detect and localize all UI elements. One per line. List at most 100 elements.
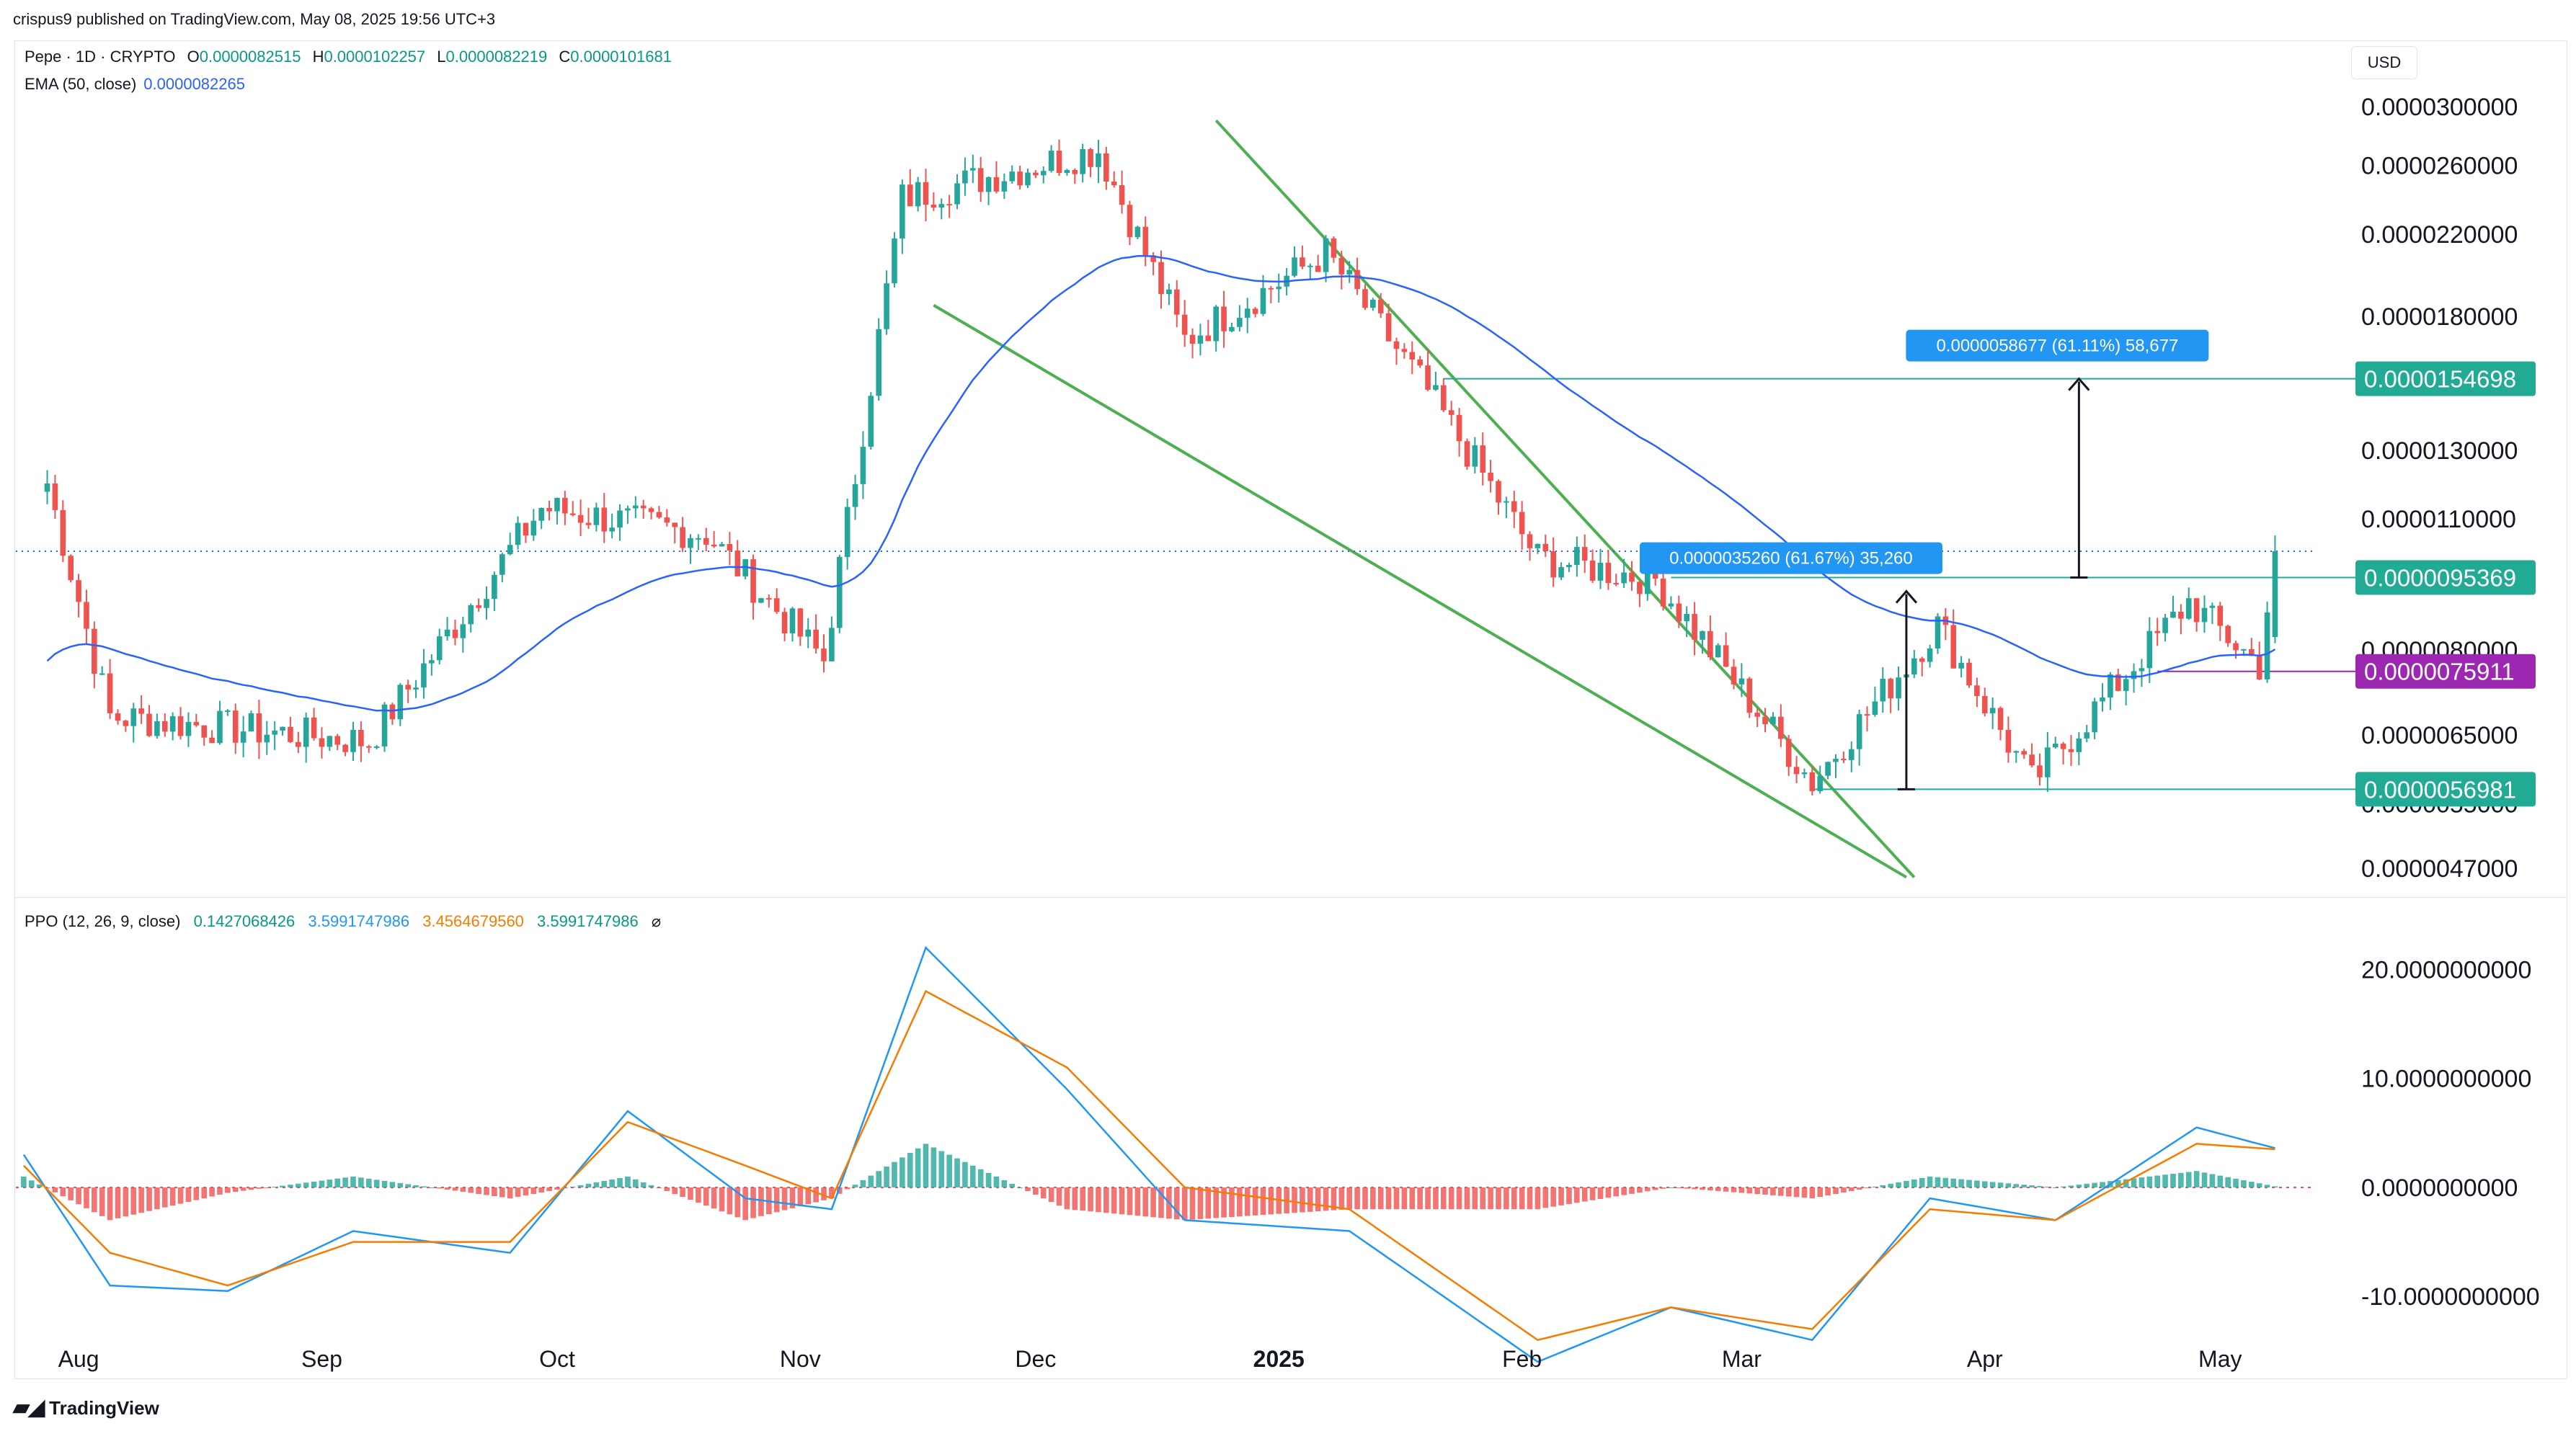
candle-body (2162, 618, 2168, 633)
ppo-histogram-bar (201, 1187, 208, 1199)
candle-body (1276, 286, 1282, 290)
candle-body (68, 556, 74, 581)
ppo-histogram-bar (852, 1185, 858, 1187)
ppo-histogram-bar (1001, 1180, 1008, 1187)
price-panel[interactable] (14, 40, 2567, 898)
candle-body (1464, 441, 1470, 467)
ppo-histogram-bar (264, 1187, 270, 1188)
candle-body (1566, 565, 1572, 568)
measure-label-text: 0.0000058677 (61.11%) 58,677 (1936, 336, 2178, 356)
candle-body (1377, 299, 1384, 313)
candle-body (177, 716, 184, 736)
candle-body (1542, 543, 1549, 552)
candle-body (92, 628, 97, 674)
candle-body (766, 598, 772, 600)
candle-body (295, 741, 301, 747)
ppo-histogram-bar (938, 1151, 945, 1187)
candle-body (884, 283, 889, 329)
candle-body (2092, 701, 2097, 733)
ppo-histogram-bar (1762, 1187, 1768, 1195)
ppo-histogram-bar (1142, 1187, 1149, 1217)
candle-body (1700, 630, 1705, 640)
ppo-panel[interactable] (14, 898, 2567, 1379)
candle-body (2138, 668, 2145, 672)
candle-body (1825, 762, 1831, 776)
candle-body (334, 736, 341, 745)
ppo-histogram-bar (530, 1187, 537, 1195)
candle-body (696, 538, 701, 540)
ppo-histogram-bar (185, 1187, 192, 1203)
candle-body (1088, 148, 1093, 167)
ppo-histogram-bar (2076, 1185, 2082, 1187)
ppo-histogram-bar (1723, 1187, 1729, 1192)
candle-body (2217, 605, 2224, 626)
candle-body (813, 629, 819, 649)
close-value: 0.0000101681 (570, 48, 672, 66)
ppo-histogram-bar (1707, 1187, 1713, 1191)
ppo-line-value: 3.5991747986 (308, 912, 410, 930)
candle-body (209, 737, 215, 744)
ppo-histogram-bar (99, 1187, 105, 1216)
candle-body (1880, 679, 1886, 702)
candle-body (562, 497, 568, 514)
ppo-histogram-bar (1629, 1187, 1635, 1194)
ppo-histogram-bar (1848, 1187, 1855, 1191)
ppo-histogram-bar (1833, 1187, 1839, 1195)
candle-body (523, 522, 529, 536)
candle-body (138, 708, 144, 714)
ppo-histogram-bar (2217, 1175, 2224, 1187)
ppo-histogram-bar (1652, 1187, 1658, 1190)
candle-body (892, 238, 897, 284)
x-tick-label: Oct (539, 1346, 575, 1372)
ppo-histogram-bar (844, 1187, 850, 1190)
ppo-histogram-bar (1496, 1187, 1501, 1210)
candle-body (1323, 238, 1329, 272)
currency-button[interactable]: USD (2351, 46, 2417, 79)
ppo-signal-line (23, 989, 2275, 1342)
open-value: 0.0000082515 (199, 48, 301, 66)
ppo-histogram-bar (444, 1187, 450, 1190)
candle-body (1472, 445, 1478, 467)
candle-body (593, 507, 600, 525)
candle-body (1535, 543, 1541, 548)
candle-body (1103, 153, 1109, 182)
ppo-histogram-bar (2037, 1186, 2043, 1187)
ppo-histogram-bar (1700, 1187, 1705, 1190)
candle-body (484, 599, 489, 608)
ppo-line (22, 945, 2275, 1363)
candle-body (1589, 561, 1596, 581)
candle-body (1189, 334, 1196, 344)
candle-body (601, 507, 608, 532)
y-tick-label: 0.0000180000 (2361, 303, 2518, 331)
ppo-histogram-bar (365, 1178, 372, 1187)
ppo-histogram-bar (789, 1187, 796, 1208)
ppo-histogram-bar (656, 1187, 662, 1188)
ppo-histogram-bar (1738, 1187, 1745, 1193)
candle-body (1009, 171, 1016, 182)
candle-body (1229, 326, 1235, 331)
y-tick-label: 0.0000220000 (2361, 221, 2518, 249)
candle-body (530, 520, 537, 536)
candle-body (1692, 613, 1697, 640)
candle-body (2264, 612, 2270, 679)
ppo-histogram-bar (680, 1187, 685, 1198)
ppo-histogram-bar (1817, 1187, 1824, 1198)
candle-body (656, 512, 662, 518)
ppo-histogram-bar (1025, 1187, 1031, 1191)
candle-body (1872, 701, 1878, 716)
candle-body (1715, 645, 1721, 658)
candle-body (507, 545, 513, 555)
ppo-histogram-bar (21, 1176, 27, 1187)
ppo-histogram-bar (538, 1187, 545, 1193)
candle-body (2123, 679, 2129, 691)
candle-body (617, 510, 623, 528)
ppo-histogram-bar (1346, 1187, 1353, 1210)
ppo-histogram-bar (1480, 1187, 1486, 1210)
ppo-histogram-bar (319, 1180, 325, 1187)
candle-body (492, 574, 497, 599)
price-label-badge (2355, 654, 2536, 689)
ppo-histogram-bar (2201, 1172, 2208, 1187)
candle-body (405, 685, 411, 690)
price-label-text: 0.0000154698 (2364, 366, 2516, 393)
